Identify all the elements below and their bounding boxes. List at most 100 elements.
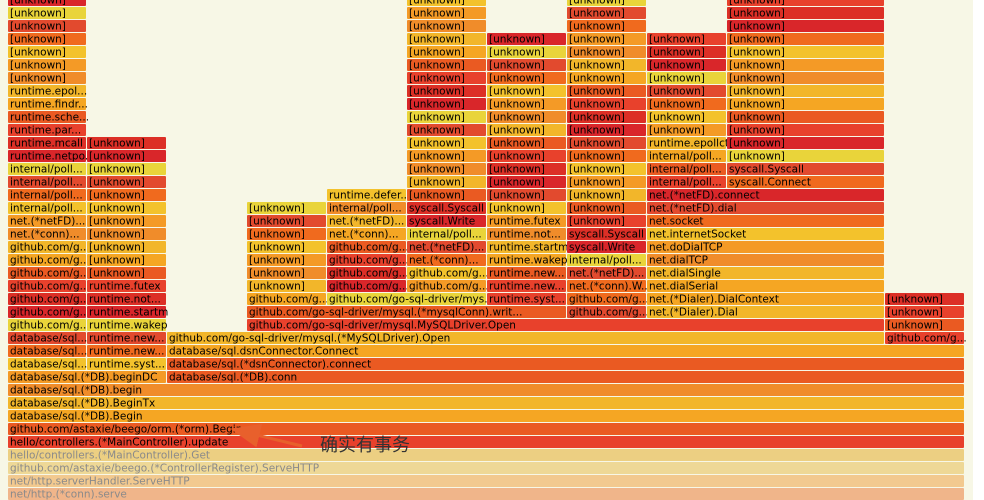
frames: net/http.(*conn).servenet/http.serverHan…	[8, 0, 967, 500]
frame-label: [unknown]	[409, 73, 465, 85]
frame	[727, 124, 884, 136]
frame	[647, 293, 884, 305]
frame	[407, 163, 486, 175]
frame	[567, 293, 646, 305]
frame-label: [unknown]	[89, 190, 145, 202]
frame-label: database/sql.(*dsnConnector).connect	[169, 359, 371, 371]
frame-label: [unknown]	[89, 229, 145, 241]
frame	[247, 228, 326, 240]
frame-label: net/http.serverHandler.ServeHTTP	[10, 476, 190, 488]
frame	[407, 124, 486, 136]
frame	[87, 306, 166, 318]
frame-label: syscall.Write	[409, 216, 475, 228]
frame	[247, 267, 326, 279]
frame	[487, 111, 566, 123]
frame-label: [unknown]	[729, 86, 785, 98]
frame	[407, 0, 486, 6]
frame-label: [unknown]	[249, 281, 305, 293]
frame	[8, 488, 964, 500]
frame	[407, 7, 486, 19]
frame-label: github.com/g...	[249, 294, 329, 306]
frame	[8, 449, 964, 461]
frame	[567, 228, 646, 240]
frame	[885, 306, 964, 318]
frame-label: [unknown]	[489, 60, 545, 72]
frame	[247, 293, 326, 305]
frame-label: runtime.startm	[89, 307, 168, 319]
frame	[8, 267, 86, 279]
frame	[8, 46, 86, 58]
frame-label: [unknown]	[489, 34, 545, 46]
frame-label: net.socket	[649, 216, 704, 228]
frame-label: [unknown]	[409, 190, 465, 202]
frame-label: github.com/g...	[10, 281, 90, 293]
frame-label: net.dialTCP	[649, 255, 708, 267]
frame-label: runtime.wakep	[89, 320, 168, 332]
frame-label: runtime.not...	[489, 229, 561, 241]
frame	[487, 46, 566, 58]
frame	[167, 345, 964, 357]
frame-label: [unknown]	[409, 8, 465, 20]
frame-label: [unknown]	[569, 125, 625, 137]
frame	[8, 137, 86, 149]
frame-label: syscall.Syscall	[729, 164, 804, 176]
frame	[247, 254, 326, 266]
frame-label: internal/poll...	[10, 203, 83, 215]
frame-label: runtime.new...	[89, 346, 164, 358]
frame	[8, 176, 86, 188]
frame	[727, 0, 884, 6]
frame-label: github.com/go-sql-driver/mysql.(*mysqlCo…	[249, 307, 522, 319]
frame-label: [unknown]	[649, 73, 705, 85]
frame	[487, 228, 566, 240]
frame-label: net.doDialTCP	[649, 242, 722, 254]
frame	[407, 59, 486, 71]
frame	[487, 267, 566, 279]
frame	[407, 72, 486, 84]
frame-label: [unknown]	[569, 203, 625, 215]
frame-label: [unknown]	[569, 47, 625, 59]
frame-label: runtime.futex	[89, 281, 161, 293]
frame	[885, 332, 964, 344]
frame	[8, 202, 86, 214]
frame-label: [unknown]	[249, 242, 305, 254]
frame-label: [unknown]	[10, 21, 66, 33]
frame	[8, 332, 86, 344]
frame	[87, 267, 166, 279]
frame-label: [unknown]	[489, 73, 545, 85]
frame-label: github.com/g...	[329, 281, 409, 293]
frame-label: runtime.new...	[89, 333, 164, 345]
frame-label: [unknown]	[569, 216, 625, 228]
frame-label: internal/poll...	[649, 164, 722, 176]
frame-label: github.com/g...	[887, 333, 967, 345]
frame	[407, 202, 486, 214]
frame-label: database/sql...	[10, 359, 87, 371]
frame-label: [unknown]	[89, 177, 145, 189]
frame-label: [unknown]	[729, 60, 785, 72]
frame-label: github.com/g...	[569, 294, 649, 306]
frame-label: database/sql.dsnConnector.Connect	[169, 346, 358, 358]
frame	[327, 189, 406, 201]
frame	[567, 124, 646, 136]
frame-label: net.dialSerial	[649, 281, 718, 293]
frame-label: net.internetSocket	[649, 229, 746, 241]
frame-label: [unknown]	[649, 99, 705, 111]
frame-label: [unknown]	[569, 112, 625, 124]
frame	[487, 124, 566, 136]
frame-label: syscall.Syscall	[409, 203, 484, 215]
frame-label: [unknown]	[89, 216, 145, 228]
frame-label: [unknown]	[887, 307, 943, 319]
frame-label: [unknown]	[489, 112, 545, 124]
frame	[487, 163, 566, 175]
frame-label: internal/poll...	[10, 177, 83, 189]
frame	[727, 163, 884, 175]
frame-label: [unknown]	[409, 0, 465, 7]
frame	[567, 306, 646, 318]
frame-label: github.com/g...	[409, 268, 489, 280]
frame-label: [unknown]	[649, 86, 705, 98]
frame-label: [unknown]	[249, 216, 305, 228]
frame	[727, 33, 884, 45]
frame	[567, 0, 646, 6]
frame-label: [unknown]	[729, 125, 785, 137]
frame	[8, 228, 86, 240]
